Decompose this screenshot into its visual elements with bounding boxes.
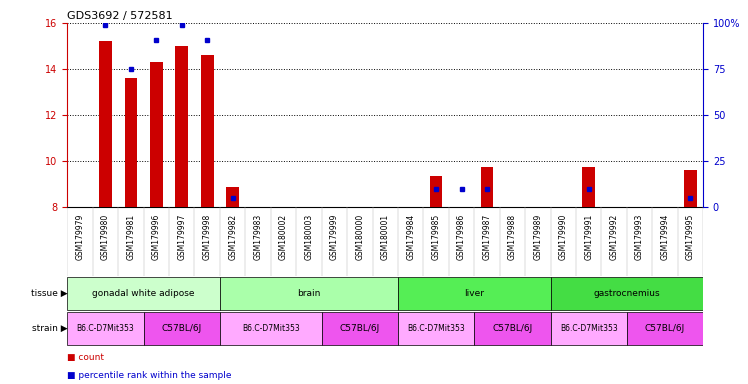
Bar [398, 312, 474, 345]
Text: ■ count: ■ count [67, 353, 104, 362]
Text: B6.C-D7Mit353: B6.C-D7Mit353 [76, 324, 135, 333]
Bar [226, 187, 239, 207]
Bar [99, 41, 111, 207]
Bar [200, 55, 213, 207]
Text: C57BL/6J: C57BL/6J [645, 324, 685, 333]
Text: gonadal white adipose: gonadal white adipose [92, 289, 195, 298]
Bar [551, 312, 627, 345]
Bar [175, 46, 188, 207]
Text: B6.C-D7Mit353: B6.C-D7Mit353 [242, 324, 300, 333]
Text: ■ percentile rank within the sample: ■ percentile rank within the sample [67, 371, 232, 379]
Bar [627, 312, 703, 345]
Bar [474, 312, 551, 345]
Text: GDS3692 / 572581: GDS3692 / 572581 [67, 11, 173, 21]
Bar [480, 167, 494, 207]
Bar [551, 277, 703, 310]
Bar [582, 167, 595, 207]
Text: B6.C-D7Mit353: B6.C-D7Mit353 [560, 324, 618, 333]
Bar [67, 312, 144, 345]
Text: C57BL/6J: C57BL/6J [340, 324, 380, 333]
Bar [144, 312, 220, 345]
Text: tissue ▶: tissue ▶ [31, 289, 67, 298]
Bar [322, 312, 398, 345]
Bar [124, 78, 137, 207]
Text: strain ▶: strain ▶ [31, 324, 67, 333]
Text: C57BL/6J: C57BL/6J [492, 324, 533, 333]
Text: brain: brain [297, 289, 321, 298]
Bar [684, 170, 696, 207]
Bar [220, 312, 322, 345]
Text: C57BL/6J: C57BL/6J [162, 324, 202, 333]
Bar [220, 277, 398, 310]
Bar [150, 62, 162, 207]
Text: gastrocnemius: gastrocnemius [593, 289, 660, 298]
Bar [429, 176, 443, 207]
Bar [398, 277, 551, 310]
Text: liver: liver [465, 289, 484, 298]
Bar [67, 277, 220, 310]
Text: B6.C-D7Mit353: B6.C-D7Mit353 [407, 324, 465, 333]
